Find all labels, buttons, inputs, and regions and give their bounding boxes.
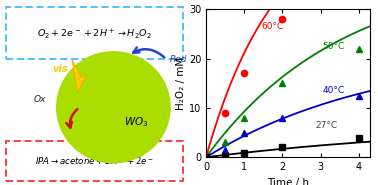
Text: $\it{IPA \rightarrow acetone + 2H^+ + 2e^-}$: $\it{IPA \rightarrow acetone + 2H^+ + 2e…	[35, 155, 154, 167]
Text: 60°C: 60°C	[262, 22, 284, 31]
Polygon shape	[72, 59, 87, 92]
FancyBboxPatch shape	[6, 141, 183, 181]
Y-axis label: H₂O₂ / mM: H₂O₂ / mM	[176, 57, 186, 110]
Text: 50°C: 50°C	[323, 42, 345, 51]
Text: 27°C: 27°C	[315, 121, 337, 130]
Text: 40°C: 40°C	[323, 86, 345, 95]
FancyBboxPatch shape	[6, 7, 183, 59]
X-axis label: Time / h: Time / h	[267, 178, 309, 185]
Text: Ox: Ox	[33, 95, 46, 104]
Text: vis: vis	[53, 64, 68, 74]
Text: $\mathit{WO_3}$: $\mathit{WO_3}$	[124, 115, 148, 129]
Text: Red: Red	[170, 55, 187, 64]
Circle shape	[57, 52, 170, 163]
Text: $\it{O_2 + 2e^- + 2H^+ \rightarrow H_2O_2}$: $\it{O_2 + 2e^- + 2H^+ \rightarrow H_2O_…	[37, 27, 152, 41]
